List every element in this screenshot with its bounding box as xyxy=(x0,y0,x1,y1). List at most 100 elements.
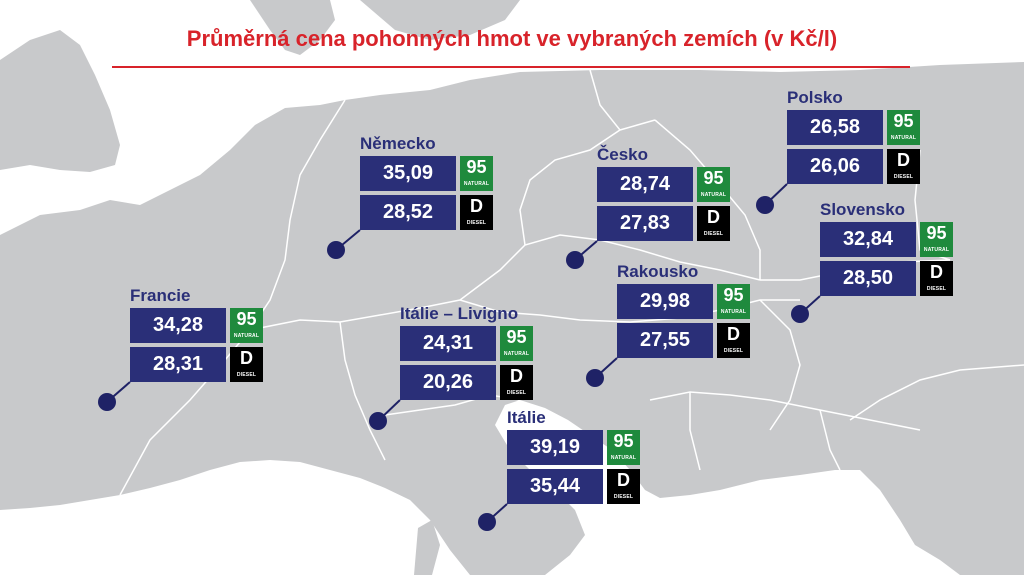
natural-price-row: 35,09 95 NATURAL xyxy=(360,156,530,191)
scandinavia xyxy=(250,0,335,55)
location-marker-polsko xyxy=(756,196,774,214)
diesel-badge-sub: DIESEL xyxy=(506,390,527,396)
natural-badge-label: 95 xyxy=(506,327,527,347)
natural-badge-sub: NATURAL xyxy=(890,135,917,141)
country-name: Polsko xyxy=(787,88,843,107)
diesel-badge-label: D xyxy=(470,196,483,216)
location-marker-slovensko xyxy=(791,305,809,323)
natural-badge-sub: NATURAL xyxy=(463,181,490,187)
natural-95-badge: 95 NATURAL xyxy=(230,308,263,343)
marker-dots xyxy=(98,196,809,531)
natural-badge-label: 95 xyxy=(236,309,257,329)
diesel-badge: D DIESEL xyxy=(607,469,640,504)
diesel-badge: D DIESEL xyxy=(230,347,263,382)
natural-price: 34,28 xyxy=(130,308,226,343)
country-name: Itálie xyxy=(507,408,546,427)
diesel-badge-label: D xyxy=(930,262,943,282)
natural-badge-sub: NATURAL xyxy=(503,351,530,357)
natural-price: 35,09 xyxy=(360,156,456,191)
natural-price-row: 39,19 95 NATURAL xyxy=(507,430,677,465)
natural-95-badge: 95 NATURAL xyxy=(500,326,533,361)
diesel-price-row: 27,83 D DIESEL xyxy=(597,206,767,241)
natural-price: 28,74 xyxy=(597,167,693,202)
natural-price-row: 34,28 95 NATURAL xyxy=(130,308,300,343)
natural-95-badge: 95 NATURAL xyxy=(697,167,730,202)
diesel-price: 20,26 xyxy=(400,365,496,400)
natural-price: 24,31 xyxy=(400,326,496,361)
country-name: Slovensko xyxy=(820,200,906,219)
natural-price-row: 32,84 95 NATURAL xyxy=(820,222,990,257)
natural-95-badge: 95 NATURAL xyxy=(717,284,750,319)
natural-price: 39,19 xyxy=(507,430,603,465)
diesel-badge-sub: DIESEL xyxy=(723,348,744,354)
natural-badge-label: 95 xyxy=(723,285,744,305)
natural-95-badge: 95 NATURAL xyxy=(920,222,953,257)
diesel-price: 27,83 xyxy=(597,206,693,241)
natural-badge-sub: NATURAL xyxy=(233,333,260,339)
diesel-badge-sub: DIESEL xyxy=(926,286,947,292)
location-marker-francie xyxy=(98,393,116,411)
diesel-badge-label: D xyxy=(727,324,740,344)
diesel-price-row: 27,55 D DIESEL xyxy=(617,323,787,358)
scandinavia-east xyxy=(360,0,520,40)
country-name: Itálie – Livigno xyxy=(400,304,519,323)
location-marker-italie-livigno xyxy=(369,412,387,430)
diesel-price-row: 26,06 D DIESEL xyxy=(787,149,957,184)
country-name: Německo xyxy=(360,134,436,153)
natural-badge-label: 95 xyxy=(893,111,914,131)
natural-badge-label: 95 xyxy=(613,431,634,451)
leader-lines xyxy=(106,183,821,523)
diesel-badge: D DIESEL xyxy=(920,261,953,296)
diesel-badge-label: D xyxy=(240,348,253,368)
natural-95-badge: 95 NATURAL xyxy=(607,430,640,465)
diesel-price: 28,52 xyxy=(360,195,456,230)
diesel-badge-label: D xyxy=(617,470,630,490)
diesel-badge: D DIESEL xyxy=(697,206,730,241)
natural-badge-sub: NATURAL xyxy=(700,192,727,198)
natural-price: 26,58 xyxy=(787,110,883,145)
natural-95-badge: 95 NATURAL xyxy=(887,110,920,145)
title-underline xyxy=(112,66,910,68)
location-marker-rakousko xyxy=(586,369,604,387)
diesel-badge: D DIESEL xyxy=(717,323,750,358)
diesel-price-row: 35,44 D DIESEL xyxy=(507,469,677,504)
diesel-badge-sub: DIESEL xyxy=(236,372,257,378)
natural-badge-sub: NATURAL xyxy=(610,455,637,461)
natural-badge-sub: NATURAL xyxy=(720,309,747,315)
diesel-badge-sub: DIESEL xyxy=(893,174,914,180)
country-name: Francie xyxy=(130,286,191,305)
natural-price-row: 24,31 95 NATURAL xyxy=(400,326,570,361)
diesel-price-row: 28,52 D DIESEL xyxy=(360,195,530,230)
diesel-badge-sub: DIESEL xyxy=(703,231,724,237)
diesel-badge-sub: DIESEL xyxy=(466,220,487,226)
natural-price: 32,84 xyxy=(820,222,916,257)
natural-badge-label: 95 xyxy=(926,223,947,243)
diesel-price: 28,31 xyxy=(130,347,226,382)
natural-price-row: 28,74 95 NATURAL xyxy=(597,167,767,202)
diesel-price-row: 28,31 D DIESEL xyxy=(130,347,300,382)
diesel-badge-sub: DIESEL xyxy=(613,494,634,500)
location-marker-cesko xyxy=(566,251,584,269)
diesel-badge-label: D xyxy=(897,150,910,170)
location-marker-italie xyxy=(478,513,496,531)
island-corsica xyxy=(414,520,440,575)
country-name: Česko xyxy=(597,145,649,164)
diesel-price: 35,44 xyxy=(507,469,603,504)
diesel-badge: D DIESEL xyxy=(887,149,920,184)
natural-badge-label: 95 xyxy=(703,168,724,188)
map-title: Průměrná cena pohonných hmot ve vybranýc… xyxy=(186,26,838,51)
diesel-price-row: 20,26 D DIESEL xyxy=(400,365,570,400)
diesel-badge-label: D xyxy=(510,366,523,386)
british-isles xyxy=(0,30,120,172)
diesel-badge: D DIESEL xyxy=(500,365,533,400)
location-marker-nemecko xyxy=(327,241,345,259)
diesel-price-row: 28,50 D DIESEL xyxy=(820,261,990,296)
natural-price: 29,98 xyxy=(617,284,713,319)
natural-95-badge: 95 NATURAL xyxy=(460,156,493,191)
natural-badge-label: 95 xyxy=(466,157,487,177)
country-name: Rakousko xyxy=(617,262,699,281)
diesel-badge-label: D xyxy=(707,207,720,227)
diesel-price: 26,06 xyxy=(787,149,883,184)
